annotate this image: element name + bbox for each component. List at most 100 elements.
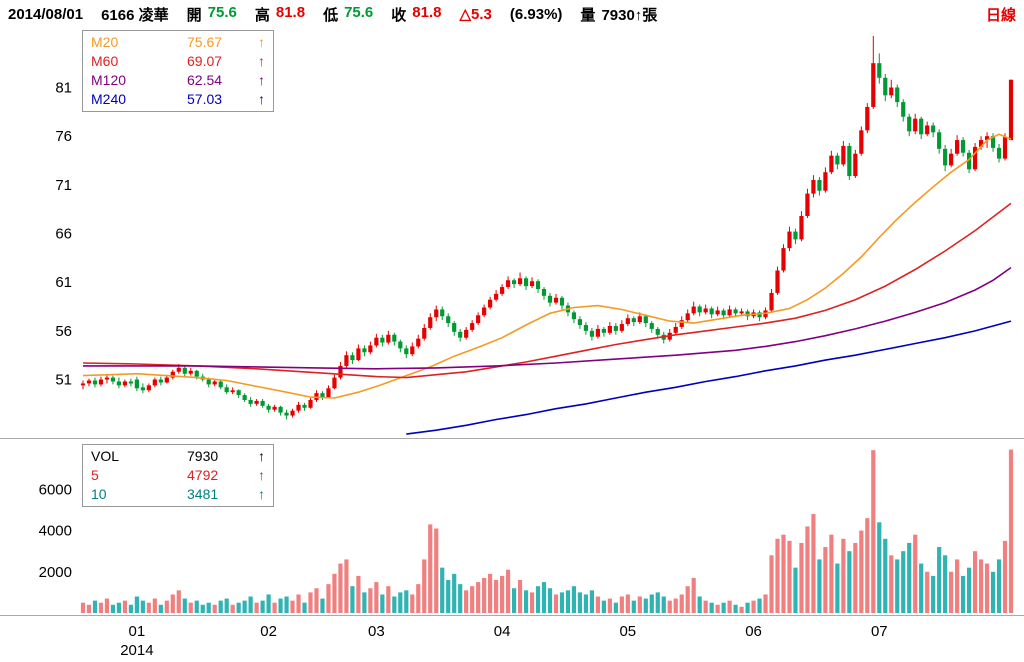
candle-body (811, 179, 816, 194)
volume-bar (877, 522, 882, 613)
up-arrow-icon: ↑ (258, 34, 265, 50)
period-selector[interactable]: 日線 (985, 6, 1016, 24)
candle-body (128, 381, 133, 384)
candle-body (553, 297, 559, 303)
candle-body (308, 399, 313, 408)
candle-body (577, 319, 583, 326)
volume-bar (92, 600, 98, 613)
candle-body (625, 318, 630, 325)
volume-value: 7930↑張 (601, 6, 658, 24)
candle-body (80, 383, 86, 386)
candle-body (517, 278, 523, 285)
candle-body (446, 316, 451, 324)
volume-bar (422, 559, 427, 613)
candle-body (164, 377, 169, 383)
candle-body (511, 280, 517, 285)
close-value: 81.8 (412, 3, 442, 21)
volume-bar (553, 594, 559, 613)
volume-bar (140, 600, 145, 613)
volume-bar (739, 606, 744, 613)
volume-axis-tick: 2000 (39, 564, 72, 581)
month-label: 07 (871, 623, 888, 640)
vol-value: 7930 (187, 448, 219, 464)
candle-body (745, 311, 750, 317)
change-percent: (6.93%) (509, 5, 563, 23)
volume-bar (98, 602, 104, 613)
candle-body (847, 145, 852, 177)
volume-bar (919, 563, 924, 613)
candle-body (589, 330, 595, 337)
volume-bar (284, 596, 289, 613)
volume-bar (206, 602, 211, 613)
candle-body (98, 379, 104, 385)
volume-bar (104, 598, 110, 613)
candle-body (356, 348, 361, 361)
month-label: 01 (129, 623, 146, 640)
candle-body (116, 381, 122, 386)
candle-body (871, 63, 876, 107)
candle-body (134, 379, 139, 389)
volume-bar (290, 600, 295, 613)
candle-body (266, 405, 271, 410)
volume-bar (176, 590, 181, 613)
vol-ma10-value: 3481 (187, 486, 219, 502)
candle-body (943, 148, 948, 166)
volume-bar (697, 596, 702, 613)
candle-body (152, 379, 157, 386)
candle-body (823, 172, 828, 191)
volume-bar (613, 602, 618, 613)
volume-bar (374, 582, 379, 613)
volume-bar (823, 547, 828, 613)
candle-body (583, 325, 589, 331)
volume-bar (835, 563, 840, 613)
candle-body (529, 281, 535, 287)
volume-bar (805, 526, 810, 613)
candle-body (901, 102, 906, 117)
candle-body (841, 145, 846, 165)
volume-bar (200, 604, 205, 613)
ma-legend-row-m60: M60 69.07 ↑ (91, 52, 265, 71)
candle-body (452, 323, 457, 332)
vol-ma5-label: 5 (91, 467, 99, 483)
volume-bar (799, 542, 804, 613)
volume-bar (703, 600, 708, 613)
volume-bar (637, 596, 642, 613)
volume-bar (631, 600, 636, 613)
volume-axis-tick: 4000 (39, 523, 72, 540)
quote-date: 2014/08/01 (8, 5, 84, 23)
candle-body (619, 324, 624, 331)
volume-bar (356, 575, 361, 613)
candle-body (739, 311, 744, 314)
volume-bar (595, 596, 600, 613)
volume-bar (966, 567, 972, 613)
volume-bar (164, 600, 169, 613)
candle-body (374, 337, 379, 346)
volume-bar (488, 573, 493, 613)
month-label: 06 (745, 623, 762, 640)
up-arrow-icon: ↑ (258, 72, 265, 88)
low-label: 低 (323, 6, 339, 24)
candle-body (877, 63, 882, 78)
volume-bar (625, 594, 630, 613)
candle-body (913, 118, 918, 132)
low-value: 75.6 (344, 3, 374, 21)
candle-body (883, 77, 888, 96)
ma60-label: M60 (91, 53, 119, 69)
symbol-name: 6166 凌華 (101, 6, 169, 24)
volume-bar (775, 538, 780, 613)
candle-body (86, 380, 92, 384)
candle-body (140, 387, 145, 391)
volume-bar (769, 555, 774, 613)
price-axis-tick: 71 (55, 177, 72, 194)
candle-body (176, 367, 181, 372)
volume-bar (386, 586, 391, 613)
candle-body (398, 341, 403, 349)
volume-bar (589, 590, 595, 613)
candle-body (535, 281, 541, 290)
open-label: 開 (186, 6, 202, 24)
candle-body (428, 317, 433, 328)
volume-bar (110, 604, 116, 613)
volume-bar (751, 600, 756, 613)
volume-bar (416, 584, 421, 613)
volume-bar (943, 555, 948, 613)
